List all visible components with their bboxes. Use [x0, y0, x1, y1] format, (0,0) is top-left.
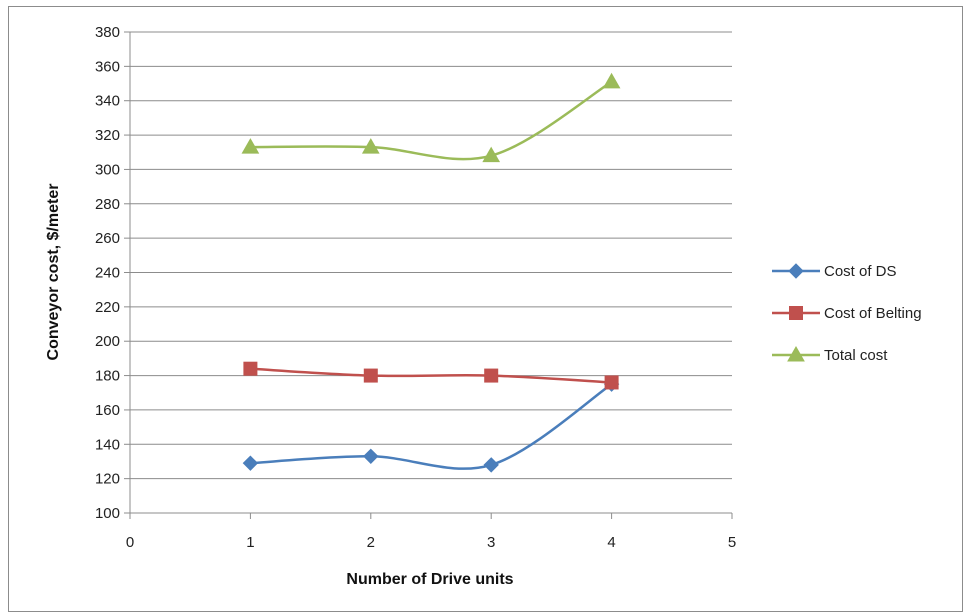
data-point [604, 375, 619, 390]
x-tick-label: 5 [728, 534, 736, 551]
y-tick-label: 180 [95, 368, 120, 385]
series-cost-of-belting [243, 361, 619, 390]
data-point [241, 138, 260, 154]
legend: Cost of DS Cost of Belting Total cost [772, 263, 922, 364]
series [241, 72, 621, 473]
series-line [250, 383, 613, 470]
data-point [482, 146, 501, 163]
y-tick-label: 300 [95, 161, 120, 178]
series-cost-of-ds [242, 376, 620, 473]
series-line [250, 80, 613, 161]
x-tick-label: 0 [126, 534, 134, 551]
data-point [483, 457, 499, 473]
series-total-cost [241, 72, 621, 163]
data-point [363, 448, 379, 465]
y-tick-label: 260 [95, 230, 120, 247]
y-tick-label: 160 [95, 402, 120, 419]
x-tick-label: 1 [246, 534, 254, 551]
x-tick-labels: 0 1 2 3 4 5 [126, 534, 736, 551]
y-tick-label: 140 [95, 436, 120, 453]
axes [124, 31, 733, 519]
chart-frame [8, 6, 963, 612]
y-tick-label: 380 [95, 24, 120, 41]
x-tick-label: 4 [607, 534, 615, 551]
data-point [243, 361, 258, 376]
data-point [602, 72, 621, 89]
y-tick-label: 360 [95, 58, 120, 75]
data-point [361, 138, 380, 154]
gridlines [130, 31, 732, 480]
legend-marker [789, 306, 803, 320]
x-tick-label: 2 [367, 534, 375, 551]
data-point [242, 455, 259, 471]
y-tick-label: 200 [95, 333, 120, 350]
legend-marker [787, 345, 805, 362]
y-tick-label: 120 [95, 471, 120, 488]
y-tick-label: 220 [95, 299, 120, 316]
y-tick-label: 280 [95, 196, 120, 213]
data-point [363, 368, 378, 383]
y-tick-label: 320 [95, 127, 120, 144]
legend-label: Cost of DS [824, 263, 897, 280]
legend-marker [788, 263, 804, 279]
data-point [484, 368, 499, 383]
x-axis-title: Number of Drive units [346, 571, 513, 588]
y-tick-label: 240 [95, 265, 120, 282]
legend-label: Total cost [824, 347, 888, 364]
x-tick-label: 3 [487, 534, 495, 551]
legend-label: Cost of Belting [824, 305, 922, 322]
y-axis-title: Conveyor cost, $/meter [45, 184, 62, 361]
series-line [250, 367, 612, 384]
y-tick-labels: 100 120 140 160 180 200 220 240 260 280 300 320 340 3… [95, 24, 120, 522]
y-tick-label: 340 [95, 93, 120, 110]
y-tick-label: 100 [95, 505, 120, 522]
